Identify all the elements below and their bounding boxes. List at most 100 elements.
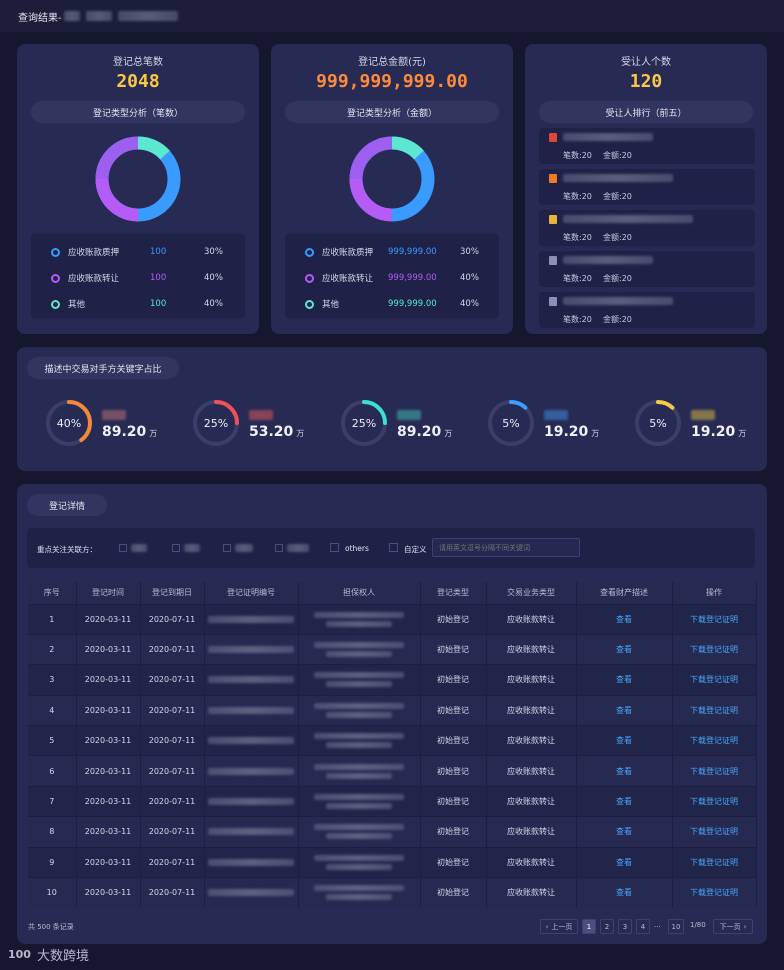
- redacted-cert-no: [208, 646, 294, 654]
- next-page-button[interactable]: 下一页 ›: [713, 919, 753, 934]
- cell-due: 2020-07-11: [140, 694, 205, 726]
- download-cert-link[interactable]: 下载登记证明: [690, 614, 738, 624]
- view-link[interactable]: 查看: [616, 888, 632, 898]
- column-header: 查看财产描述: [576, 582, 673, 604]
- count-analysis-pill: 登记类型分析（笔数）: [31, 101, 245, 123]
- view-link[interactable]: 查看: [616, 705, 632, 715]
- cell-reg-type: 初始登记: [420, 603, 487, 635]
- download-cert-link[interactable]: 下载登记证明: [690, 766, 738, 776]
- column-header: 登记到期日: [140, 582, 205, 604]
- cell-biz-type: 应收账款转让: [486, 725, 577, 756]
- download-cert-link[interactable]: 下载登记证明: [690, 797, 738, 807]
- download-cert-link[interactable]: 下载登记证明: [690, 736, 738, 746]
- ring-dot-icon: [305, 247, 314, 257]
- cell-due: 2020-07-11: [140, 603, 205, 635]
- amount-value: 999,999,999.00: [316, 71, 468, 92]
- redacted-holder: [326, 833, 392, 840]
- view-link[interactable]: 查看: [616, 614, 632, 624]
- redacted-cert-no: [208, 798, 294, 806]
- cell-biz-type: 应收账款转让: [486, 755, 577, 787]
- keyword-amount-unit: 万: [591, 429, 600, 438]
- filter-checkbox[interactable]: [223, 544, 231, 552]
- redacted-cert-no: [208, 858, 294, 866]
- view-link[interactable]: 查看: [616, 857, 632, 867]
- redacted-company-name: [85, 11, 112, 21]
- redacted-cert-no: [208, 615, 294, 623]
- cell-biz-type: 应收账款转让: [486, 694, 577, 726]
- view-link[interactable]: 查看: [616, 797, 632, 807]
- cell-action: 下载登记证明: [672, 664, 757, 696]
- table-row: 2 2020-03-11 2020-07-11 初始登记 应收账款转让 查看 下载登记证明: [28, 633, 757, 665]
- custom-checkbox[interactable]: [389, 543, 398, 552]
- page-button[interactable]: 2: [600, 919, 614, 934]
- rank-item: 笔数:20 金额:20: [539, 169, 755, 205]
- view-link[interactable]: 查看: [616, 827, 632, 837]
- redacted-cert-no: [208, 737, 294, 745]
- cell-view: 查看: [576, 755, 673, 787]
- rank-badge-icon: [549, 133, 557, 142]
- keyword-amount-value: 89.20: [397, 424, 442, 440]
- keyword-amount-value: 19.20: [544, 424, 589, 440]
- view-link[interactable]: 查看: [616, 645, 632, 655]
- page-button[interactable]: 1: [582, 919, 596, 934]
- ring-arc: [46, 400, 92, 446]
- download-cert-link[interactable]: 下载登记证明: [690, 888, 738, 898]
- last-page-button[interactable]: 10: [668, 919, 684, 934]
- cell-due: 2020-07-11: [140, 755, 205, 787]
- download-cert-link[interactable]: 下载登记证明: [690, 705, 738, 715]
- rank-count: 笔数:20: [563, 233, 592, 242]
- view-link[interactable]: 查看: [616, 675, 632, 685]
- filter-checkbox[interactable]: [172, 544, 180, 552]
- rank-item: 笔数:20 金额:20: [539, 210, 755, 246]
- redacted-holder: [314, 854, 404, 861]
- header-bar: 查询结果-: [0, 0, 784, 32]
- amount-donut-chart: [349, 136, 435, 222]
- keyword-amount: 19.20 万: [691, 424, 746, 440]
- redacted-assignee-name: [563, 174, 673, 182]
- amount-label: 登记总金额(元): [358, 57, 426, 68]
- page-button[interactable]: 3: [618, 919, 632, 934]
- keyword-item: 25% 53.20 万: [191, 398, 321, 452]
- legend-value: 999,999.00: [388, 247, 437, 257]
- cell-due: 2020-07-11: [140, 816, 205, 848]
- page-button[interactable]: 4: [636, 919, 650, 934]
- redacted-cert-no: [208, 676, 294, 684]
- rank-count: 笔数:20: [563, 151, 592, 160]
- download-cert-link[interactable]: 下载登记证明: [690, 675, 738, 685]
- details-table: 序号 登记时间 登记到期日 登记证明编号 担保权人 登记类型 交易业务类型 查看财产描述 操作 …: [28, 582, 757, 908]
- view-link[interactable]: 查看: [616, 766, 632, 776]
- keyword-amount-unit: 万: [296, 429, 305, 438]
- cell-date: 2020-03-11: [76, 725, 141, 756]
- tab-details[interactable]: 登记详情: [27, 494, 107, 516]
- legend-value: 999,999.00: [388, 273, 437, 283]
- cell-holder: [298, 785, 421, 817]
- legend-name: 应收账款转让: [68, 274, 120, 284]
- donut-segment-other: [391, 136, 424, 160]
- download-cert-link[interactable]: 下载登记证明: [690, 645, 738, 655]
- cell-date: 2020-03-11: [76, 816, 141, 848]
- column-header: 登记证明编号: [204, 582, 299, 604]
- redacted-holder: [326, 620, 392, 627]
- redacted-keyword: [397, 410, 421, 420]
- view-link[interactable]: 查看: [616, 736, 632, 746]
- download-cert-link[interactable]: 下载登记证明: [690, 857, 738, 867]
- redacted-holder: [314, 824, 404, 831]
- cell-biz-type: 应收账款转让: [486, 603, 577, 635]
- cell-action: 下载登记证明: [672, 725, 757, 756]
- filter-checkbox[interactable]: [119, 544, 127, 552]
- table-row: 1 2020-03-11 2020-07-11 初始登记 应收账款转让 查看 下载登记证明: [28, 603, 757, 635]
- ring-arc: [488, 400, 534, 446]
- download-cert-link[interactable]: 下载登记证明: [690, 827, 738, 837]
- filter-checkbox[interactable]: [275, 544, 283, 552]
- prev-page-button[interactable]: ‹ 上一页: [540, 919, 578, 934]
- redacted-holder: [326, 651, 392, 658]
- cell-date: 2020-03-11: [76, 785, 141, 817]
- redacted-holder: [314, 794, 404, 801]
- rank-item: 笔数:20 金额:20: [539, 292, 755, 328]
- others-checkbox[interactable]: [330, 543, 339, 552]
- cell-action: 下载登记证明: [672, 846, 757, 878]
- watermark-text: 大数跨境: [36, 949, 89, 964]
- ring-pct-label: 25%: [204, 417, 228, 430]
- page-ellipsis: ...: [654, 921, 661, 929]
- custom-keyword-input[interactable]: [432, 538, 580, 557]
